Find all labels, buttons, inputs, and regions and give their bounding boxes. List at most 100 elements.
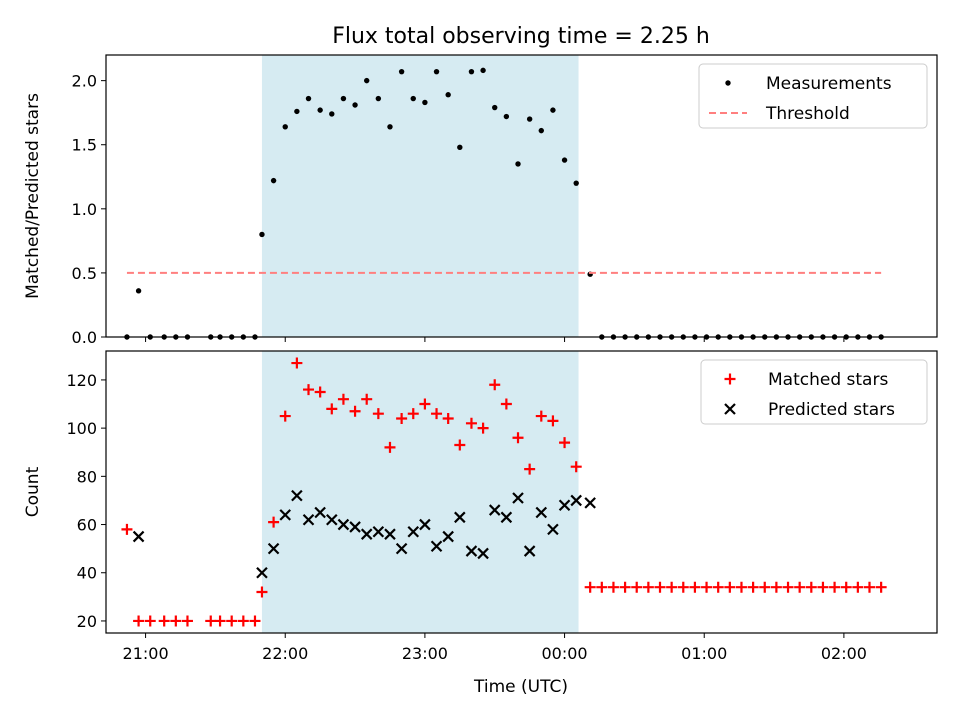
legend-matched-stars-swatch [724, 373, 736, 385]
matched-stars-point [372, 408, 384, 420]
bottom-panel-x-axis: 21:00 22:00 23:00 00:00 01:00 02:00 [123, 633, 867, 663]
matched-stars-point [349, 405, 361, 417]
bottom-panel-y-axis: 20 40 60 80 100 120 [66, 371, 106, 631]
matched-stars-point [759, 581, 771, 593]
measurements-point [445, 92, 451, 98]
measurements-point [515, 161, 521, 167]
measurements-point [375, 95, 382, 102]
legend-threshold-label: Threshold [765, 104, 850, 124]
y-tick-label: 0.0 [72, 328, 97, 347]
predicted-stars-point [419, 518, 431, 531]
predicted-stars-point [477, 547, 489, 560]
measurements-point [538, 127, 544, 134]
top-panel-legend: Measurements Threshold [698, 63, 928, 129]
y-tick-label: 2.0 [72, 72, 97, 91]
matched-stars-point [237, 615, 249, 627]
matched-stars-point [431, 408, 443, 420]
predicted-stars-point [302, 513, 315, 526]
measurements-point [492, 104, 498, 111]
matched-stars-point [747, 581, 759, 593]
matched-stars-point [512, 432, 524, 444]
top-panel-x-axis [145, 337, 845, 342]
x-axis-label: Time (UTC) [473, 677, 568, 697]
predicted-stars-point [500, 511, 513, 524]
predicted-stars-point [279, 509, 292, 521]
measurements-point [457, 144, 463, 150]
predicted-stars-point [512, 492, 524, 504]
predicted-stars-point [337, 518, 350, 531]
y-tick-label: 100 [66, 419, 97, 438]
predicted-stars-point [256, 566, 268, 579]
legend-box [698, 63, 928, 129]
measurements-point [294, 108, 300, 115]
matched-stars-point [596, 581, 608, 593]
matched-stars-point [442, 412, 454, 424]
matched-stars-point [794, 581, 806, 593]
matched-stars-point [724, 581, 736, 593]
bottom-panel-frame [105, 350, 938, 634]
matched-stars-point [396, 412, 408, 424]
measurements-point [340, 95, 347, 102]
measurements-point [305, 95, 312, 102]
top-panel: 0.00.51.01.52.0 Matched/Predicted stars … [23, 54, 938, 347]
legend-predicted-stars-swatch [724, 403, 736, 415]
y-tick-label: 60 [77, 516, 97, 535]
measurements-point [270, 177, 277, 184]
matched-stars-point [547, 415, 559, 427]
chart-title: Flux total observing time = 2.25 h [332, 24, 710, 49]
predicted-stars-point [291, 489, 303, 502]
observing-window-span [261, 351, 579, 633]
matched-stars-point [181, 615, 193, 627]
y-tick-label: 120 [66, 371, 97, 390]
matched-stars-point [465, 417, 477, 429]
matched-stars-point [829, 581, 841, 593]
matched-stars-point [337, 393, 349, 405]
predicted-stars-point [349, 521, 361, 533]
matched-stars-point [677, 581, 689, 593]
y-tick-label: 1.5 [72, 136, 97, 155]
bottom-panel-legend: Matched stars Predicted stars [700, 359, 928, 425]
measurements-point [526, 116, 533, 122]
matched-stars-point [314, 386, 326, 398]
matched-stars-point [477, 422, 489, 434]
top-panel-y-axis: 0.0 0.5 1.0 1.5 2.0 [72, 72, 106, 347]
matched-stars-point [170, 615, 182, 627]
measurements-point [503, 113, 510, 120]
predicted-stars-point [372, 525, 385, 538]
y-tick-label: 0.5 [72, 264, 97, 283]
matched-stars-point [584, 581, 596, 593]
measurements-point [329, 111, 335, 117]
y-tick-label: 80 [77, 467, 97, 486]
predicted-stars-point [558, 499, 571, 512]
predicted-stars-point [523, 545, 536, 557]
measurements-point [433, 68, 440, 75]
matched-stars-point [419, 398, 431, 410]
matched-stars-point [805, 581, 817, 593]
measurements-point [259, 231, 265, 238]
legend-predicted-stars-label: Predicted stars [768, 400, 895, 420]
matched-stars-point [654, 581, 666, 593]
y-tick-label: 1.0 [72, 200, 97, 219]
x-tick-label: 21:00 [123, 644, 169, 663]
matched-stars-point [489, 379, 501, 391]
predicted-stars-point [570, 494, 582, 507]
matched-stars-point [840, 581, 852, 593]
predicted-stars-point [584, 497, 596, 509]
matched-stars-point [303, 384, 315, 396]
predicted-stars-point [326, 513, 338, 526]
legend-matched-stars-label: Matched stars [768, 370, 888, 390]
measurements-point [352, 102, 358, 108]
legend-box [700, 359, 928, 425]
matched-stars-point [735, 581, 747, 593]
matched-stars-point [570, 461, 582, 473]
predicted-stars-point [314, 506, 326, 519]
measurements-point [480, 67, 486, 74]
matched-stars-point [158, 615, 170, 627]
observing-window-span [261, 55, 579, 337]
measurements-point [468, 68, 475, 75]
matched-stars-point [326, 403, 338, 415]
measurements-point [387, 124, 393, 130]
matched-stars-point [268, 516, 280, 528]
bottom-panel-y-axis-label: Count [23, 466, 43, 517]
